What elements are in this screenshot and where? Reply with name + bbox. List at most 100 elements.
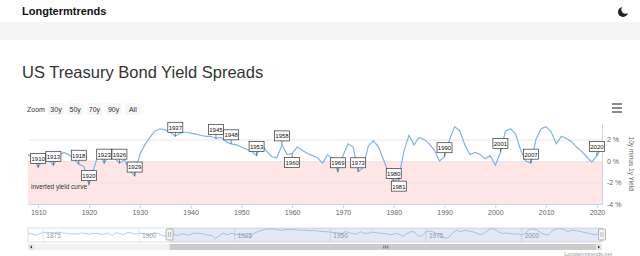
flag-box xyxy=(249,142,264,152)
scrollbar-right-button[interactable] xyxy=(596,244,602,250)
flag-box xyxy=(330,158,345,168)
zoom-button-label[interactable]: All xyxy=(129,106,137,113)
flag-box xyxy=(351,158,366,168)
flag-stem xyxy=(500,148,501,152)
flag-stem xyxy=(292,153,293,157)
nav-handle-box[interactable] xyxy=(599,229,606,240)
nav-handle-grip[interactable] xyxy=(603,232,604,237)
flag-box xyxy=(493,138,508,148)
scrollbar-grip[interactable] xyxy=(385,246,386,249)
nav-handle-grip[interactable] xyxy=(601,232,602,237)
x-tick: 1940 xyxy=(183,204,199,216)
nav-handle[interactable] xyxy=(599,229,606,240)
flag-stem xyxy=(596,152,597,156)
event-flag: 1929 xyxy=(127,162,142,176)
zoom-button-label[interactable]: 70y xyxy=(89,106,101,114)
flag-label: 1990 xyxy=(438,145,452,151)
nav-handle[interactable] xyxy=(166,229,173,240)
flag-box xyxy=(386,169,401,179)
y-grid-line xyxy=(28,140,602,141)
flag-box xyxy=(31,153,46,163)
flag-label: 1923 xyxy=(98,152,112,158)
export-menu[interactable] xyxy=(612,104,622,112)
event-flag: 1910 xyxy=(31,153,46,167)
menu-line[interactable] xyxy=(612,103,622,105)
flag-box xyxy=(523,149,538,159)
zoom-button-bg[interactable] xyxy=(125,103,141,115)
zoom-button[interactable]: 90y xyxy=(106,103,122,115)
flag-label: 1910 xyxy=(31,156,45,162)
x-tick: 1920 xyxy=(82,204,98,216)
y-tick-label: -2 % xyxy=(607,179,621,186)
zoom-button[interactable]: 50y xyxy=(67,103,83,115)
flag-box xyxy=(168,122,183,132)
flag-box xyxy=(285,157,300,167)
zoom-button-label[interactable]: 30y xyxy=(50,106,62,114)
y-tick-label: -4 % xyxy=(607,201,621,208)
moon-cut[interactable] xyxy=(621,5,629,13)
scrollbar-track[interactable] xyxy=(28,244,602,250)
menu-line[interactable] xyxy=(612,107,622,109)
event-flag: 1953 xyxy=(249,142,264,156)
event-flag: 1926 xyxy=(112,149,127,163)
nav-handle-box[interactable] xyxy=(166,229,173,240)
flag-label: 1937 xyxy=(169,125,183,131)
scrollbar-right-arrow[interactable] xyxy=(598,246,600,249)
zoom-button-bg[interactable] xyxy=(48,103,64,115)
x-tick-label: 1990 xyxy=(437,209,453,216)
flag-label: 1948 xyxy=(225,132,239,138)
header-bar xyxy=(0,0,640,22)
theme-toggle[interactable] xyxy=(618,5,630,17)
nav-tick-label: 1875 xyxy=(46,232,61,239)
flag-stem xyxy=(231,140,232,144)
zoom-button-label[interactable]: 90y xyxy=(108,106,120,114)
nav-handle-grip[interactable] xyxy=(170,232,171,237)
x-tick: 2000 xyxy=(488,204,504,216)
menu-line[interactable] xyxy=(612,111,622,113)
scrollbar-thumb[interactable] xyxy=(170,244,602,250)
brand[interactable]: Longtermtrends xyxy=(22,5,106,17)
nav-selection[interactable] xyxy=(170,228,602,242)
zoom-button-bg[interactable] xyxy=(86,103,102,115)
scrollbar-grip[interactable] xyxy=(387,246,388,249)
credits[interactable]: Longtermtrends.net xyxy=(564,251,612,256)
flag-label: 1913 xyxy=(47,154,61,160)
nav-grid-line xyxy=(138,228,139,242)
flag-stem xyxy=(398,177,399,181)
flag-stem xyxy=(530,159,531,163)
inverted-band xyxy=(28,161,602,204)
flag-stem xyxy=(119,159,120,163)
scrollbar-left-arrow[interactable] xyxy=(30,246,32,249)
flag-label: 1929 xyxy=(128,164,142,170)
zoom-button-bg[interactable] xyxy=(67,103,83,115)
nav-grid-line xyxy=(43,228,44,242)
zoom-label: Zoom xyxy=(27,106,45,113)
scrollbar-grip[interactable] xyxy=(383,246,384,249)
flag-stem xyxy=(358,168,359,172)
zoom-button-bg[interactable] xyxy=(106,103,122,115)
x-tick: 1960 xyxy=(285,204,301,216)
y-axis-line xyxy=(602,124,603,205)
scrollbar-left-button[interactable] xyxy=(28,244,34,250)
x-tick-label: 1970 xyxy=(336,209,352,216)
zoom-button[interactable]: All xyxy=(125,103,141,115)
x-tick-mark xyxy=(241,204,242,208)
flag-stem xyxy=(256,152,257,156)
flag-label: 1958 xyxy=(275,133,289,139)
zoom-button[interactable]: 30y xyxy=(48,103,64,115)
x-tick-mark xyxy=(191,204,192,208)
zoom-button[interactable]: 70y xyxy=(86,103,102,115)
flag-label: 2020 xyxy=(590,144,604,150)
x-tick: 1910 xyxy=(31,204,47,216)
nav-handle-grip[interactable] xyxy=(168,232,169,237)
event-flag: 1937 xyxy=(168,122,183,136)
y-tick: -2 % xyxy=(28,179,621,186)
flag-box xyxy=(274,131,289,141)
x-tick-label: 2000 xyxy=(488,209,504,216)
x-tick-label: 1950 xyxy=(234,209,250,216)
zoom-button-label[interactable]: 50y xyxy=(70,106,82,114)
x-tick-mark xyxy=(38,204,39,208)
flag-stem xyxy=(78,160,79,164)
band-label: inverted yield curve xyxy=(31,183,87,191)
header-strip xyxy=(0,22,640,40)
